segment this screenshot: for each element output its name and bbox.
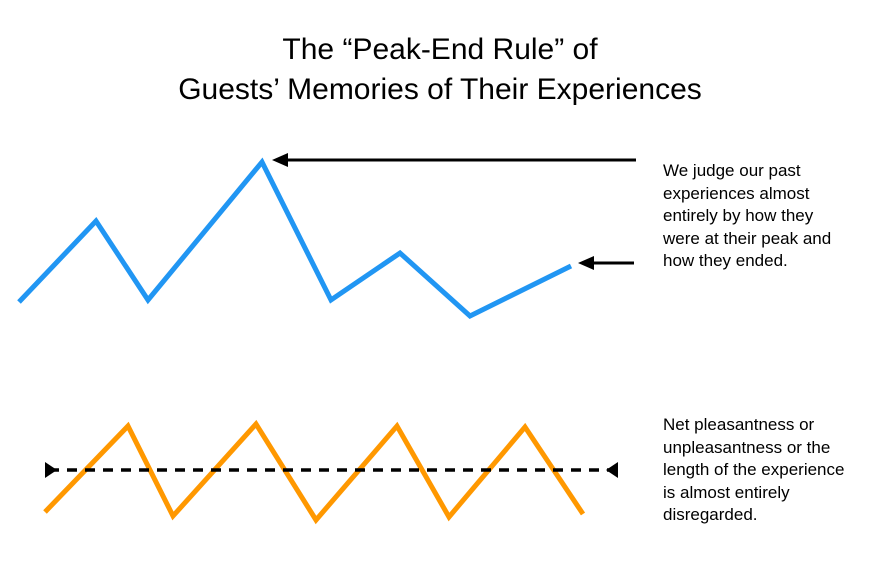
average-line [45,462,618,478]
disregarded-note-line: length of the experience [663,460,845,479]
title-line-1: The “Peak-End Rule” of [282,33,598,66]
peak-end-note-line: experiences almost [663,183,810,203]
experience-line [17,157,573,319]
peak-end-note-line: were at their peak and [663,228,832,248]
average-line-right-cap [606,462,618,478]
peak-end-note: We judge our past experiences almost ent… [663,160,831,273]
disregarded-note-line: is almost entirely [663,482,790,502]
peak-end-note-line: We judge our past [663,161,801,180]
disregarded-note-line: Net pleasantness or [663,415,815,434]
disregarded-note-line: unpleasantness or the [663,437,831,457]
peak-end-note-line: how they ended. [663,251,788,270]
average-line-left-cap [45,462,57,478]
disregarded-note: Net pleasantness or unpleasantness or th… [663,414,844,527]
peak-arrow [272,153,636,167]
peak-end-note-line: entirely by how they [663,206,814,225]
end-arrow [578,256,634,270]
zigzag-line [43,419,586,525]
diagram-title: The “Peak-End Rule” of Guests’ Memories … [0,30,880,110]
disregarded-note-line: disregarded. [663,505,758,524]
title-line-2: Guests’ Memories of Their Experiences [178,73,702,106]
